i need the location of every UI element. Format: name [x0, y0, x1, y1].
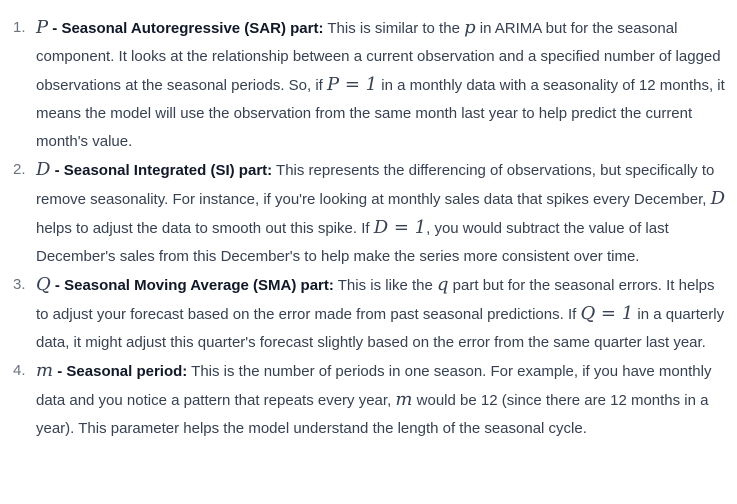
term-label: - Seasonal Autoregressive (SAR) part:: [48, 20, 324, 37]
description-text: , you would subtract the value of last D…: [36, 220, 669, 265]
description-text: part but for the seasonal errors. It hel…: [36, 277, 715, 323]
description-text: in ARIMA but for the seasonal component.…: [36, 20, 721, 94]
math-symbol: p: [464, 17, 476, 38]
list-item-sar: 1. P - Seasonal Autoregressive (SAR) par…: [0, 0, 737, 156]
ordered-list: 1. P - Seasonal Autoregressive (SAR) par…: [0, 0, 737, 443]
math-symbol: m: [36, 360, 54, 381]
description-text: in a quarterly data, it might adjust thi…: [36, 306, 725, 351]
term-label: - Seasonal Moving Average (SMA) part:: [50, 277, 334, 294]
math-symbol: m: [395, 389, 413, 410]
description-text: This is the number of periods in one sea…: [36, 363, 712, 409]
list-number: 4.: [13, 362, 26, 379]
math-symbol: q: [436, 274, 449, 295]
list-item-sma: 3. Q - Seasonal Moving Average (SMA) par…: [0, 271, 737, 357]
math-equation: D = 1: [373, 217, 427, 238]
math-equation: P = 1: [327, 74, 378, 95]
description-text: in a monthly data with a seasonality of …: [36, 77, 725, 150]
description-text: This represents the differencing of obse…: [36, 162, 715, 208]
description-text: This is similar to the: [323, 20, 465, 37]
term-label: - Seasonal Integrated (SI) part:: [50, 162, 273, 179]
list-number: 1.: [13, 19, 26, 36]
description-text: helps to adjust the data to smooth out t…: [36, 220, 374, 237]
math-symbol: Q: [36, 274, 51, 295]
list-number: 3.: [13, 276, 26, 293]
description-text: would be 12 (since there are 12 months i…: [36, 392, 709, 437]
list-item-si: 2. D - Seasonal Integrated (SI) part: Th…: [0, 156, 737, 271]
math-equation: Q = 1: [580, 303, 634, 324]
math-symbol: P: [36, 17, 49, 38]
list-item-seasonal-period: 4. m - Seasonal period: This is the numb…: [0, 357, 737, 443]
math-symbol: D: [36, 159, 51, 180]
math-symbol: D: [710, 188, 726, 209]
list-number: 2.: [13, 161, 26, 178]
term-label: - Seasonal period:: [53, 363, 188, 380]
description-text: This is like the: [333, 277, 437, 294]
